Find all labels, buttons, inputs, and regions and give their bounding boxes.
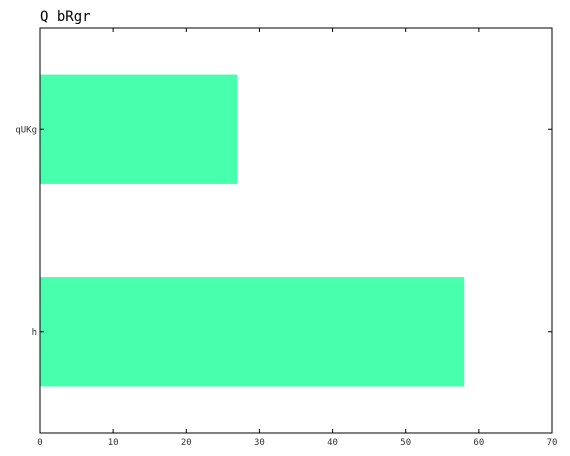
x-tick-label: 70 — [547, 438, 558, 448]
x-tick-label: 30 — [254, 438, 265, 448]
bar-qUKg — [40, 74, 238, 184]
chart-title: Q bRgr — [40, 9, 91, 25]
bar-group — [40, 74, 465, 387]
y-tick-label: qUKg — [15, 125, 37, 135]
x-axis-ticks: 0 10 20 30 40 50 60 70 — [37, 28, 557, 448]
plot-area-frame — [39, 27, 553, 434]
x-tick-label: 50 — [400, 438, 411, 448]
y-tick-label: h — [32, 328, 37, 338]
x-tick-label: 20 — [181, 438, 192, 448]
x-tick-label: 0 — [37, 438, 42, 448]
bar-h — [40, 277, 465, 387]
x-tick-label: 10 — [108, 438, 119, 448]
x-tick-label: 40 — [327, 438, 338, 448]
x-tick-label: 60 — [473, 438, 484, 448]
y-axis-ticks: h qUKg — [15, 125, 552, 338]
